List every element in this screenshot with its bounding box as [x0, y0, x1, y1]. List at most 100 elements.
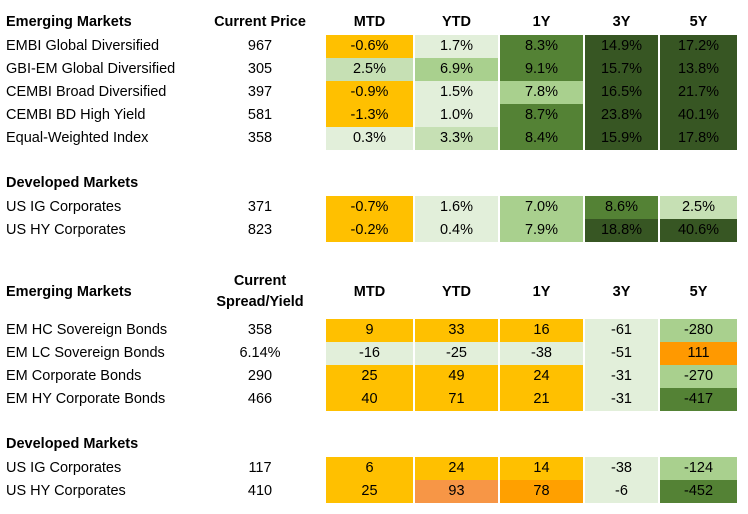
- col-header-mtd: MTD: [353, 14, 386, 30]
- table-row: EM HY Corporate Bonds 466 40 71 21 -31 -…: [0, 388, 748, 411]
- value-cell: 78: [500, 480, 583, 503]
- value-cell: 18.8%: [585, 219, 658, 242]
- value-cell: 111: [660, 342, 737, 365]
- value-cell: -124: [660, 457, 737, 480]
- table-row: GBI-EM Global Diversified 305 2.5% 6.9% …: [0, 58, 748, 81]
- col-header-mtd: MTD: [353, 284, 386, 300]
- value-cell: 71: [415, 388, 498, 411]
- price-base-header: Current Price: [214, 14, 306, 30]
- table-row: EM HC Sovereign Bonds 358 9 33 16 -61 -2…: [0, 319, 748, 342]
- section-label-row: Developed Markets: [0, 433, 748, 456]
- table-row: EM Corporate Bonds 290 25 49 24 -31 -270: [0, 365, 748, 388]
- row-name: EM LC Sovereign Bonds: [6, 345, 165, 361]
- row-name: CEMBI BD High Yield: [6, 107, 146, 123]
- value-cell: -6: [585, 480, 658, 503]
- value-cell: 23.8%: [585, 104, 658, 127]
- col-header-3y: 3Y: [612, 14, 631, 30]
- value-cell: 25: [326, 480, 413, 503]
- row-name: Equal-Weighted Index: [6, 130, 149, 146]
- value-cell: 3.3%: [415, 127, 498, 150]
- developed-markets-label: Developed Markets: [6, 436, 139, 452]
- value-cell: 49: [415, 365, 498, 388]
- value-cell: 1.7%: [415, 35, 498, 58]
- row-name: EM HC Sovereign Bonds: [6, 322, 168, 338]
- col-header-ytd: YTD: [442, 284, 471, 300]
- value-cell: 16.5%: [585, 81, 658, 104]
- row-base-value: 305: [247, 61, 273, 77]
- value-cell: 0.4%: [415, 219, 498, 242]
- spread-base-header-line2: Spread/Yield: [216, 294, 304, 310]
- value-cell: 40: [326, 388, 413, 411]
- price-table-header: Emerging Markets Current Price MTD YTD 1…: [0, 11, 748, 34]
- col-header-ytd: YTD: [442, 14, 471, 30]
- value-cell: 6: [326, 457, 413, 480]
- table-row: US HY Corporates 410 25 93 78 -6 -452: [0, 480, 748, 503]
- col-header-3y: 3Y: [612, 284, 631, 300]
- row-name: US HY Corporates: [6, 222, 126, 238]
- value-cell: -452: [660, 480, 737, 503]
- value-cell: 93: [415, 480, 498, 503]
- value-cell: -38: [585, 457, 658, 480]
- table-row: EMBI Global Diversified 967 -0.6% 1.7% 8…: [0, 35, 748, 58]
- value-cell: 2.5%: [326, 58, 413, 81]
- value-cell: -25: [415, 342, 498, 365]
- row-name: US IG Corporates: [6, 199, 122, 215]
- value-cell: 17.8%: [660, 127, 737, 150]
- value-cell: -51: [585, 342, 658, 365]
- row-name: CEMBI Broad Diversified: [6, 84, 167, 100]
- value-cell: 1.5%: [415, 81, 498, 104]
- value-cell: 24: [500, 365, 583, 388]
- table-row: US IG Corporates 371 -0.7% 1.6% 7.0% 8.6…: [0, 196, 748, 219]
- value-cell: -0.9%: [326, 81, 413, 104]
- value-cell: -280: [660, 319, 737, 342]
- col-header-1y: 1Y: [532, 284, 551, 300]
- col-header-5y: 5Y: [689, 14, 708, 30]
- row-base-value: 823: [247, 222, 273, 238]
- value-cell: 0.3%: [326, 127, 413, 150]
- value-cell: -31: [585, 365, 658, 388]
- value-cell: -0.7%: [326, 196, 413, 219]
- value-cell: 7.9%: [500, 219, 583, 242]
- value-cell: -61: [585, 319, 658, 342]
- row-name: EMBI Global Diversified: [6, 38, 160, 54]
- row-base-value: 410: [247, 483, 273, 499]
- value-cell: -16: [326, 342, 413, 365]
- row-name: EM Corporate Bonds: [6, 368, 142, 384]
- value-cell: 21: [500, 388, 583, 411]
- value-cell: 15.7%: [585, 58, 658, 81]
- table-row: CEMBI Broad Diversified 397 -0.9% 1.5% 7…: [0, 81, 748, 104]
- col-header-5y: 5Y: [689, 284, 708, 300]
- value-cell: 8.7%: [500, 104, 583, 127]
- spread-table-header: Emerging Markets Current Spread/Yield MT…: [0, 271, 748, 313]
- spread-base-header-line1: Current: [233, 273, 287, 289]
- row-base-value: 967: [247, 38, 273, 54]
- row-base-value: 397: [247, 84, 273, 100]
- value-cell: 9.1%: [500, 58, 583, 81]
- value-cell: 8.4%: [500, 127, 583, 150]
- row-base-value: 358: [247, 322, 273, 338]
- row-name: US HY Corporates: [6, 483, 126, 499]
- developed-markets-label: Developed Markets: [6, 175, 139, 191]
- value-cell: 2.5%: [660, 196, 737, 219]
- value-cell: 14: [500, 457, 583, 480]
- row-name: US IG Corporates: [6, 460, 122, 476]
- value-cell: 13.8%: [660, 58, 737, 81]
- table-row: EM LC Sovereign Bonds 6.14% -16 -25 -38 …: [0, 342, 748, 365]
- row-base-value: 358: [247, 130, 273, 146]
- value-cell: 17.2%: [660, 35, 737, 58]
- value-cell: 24: [415, 457, 498, 480]
- row-name: EM HY Corporate Bonds: [6, 391, 166, 407]
- row-base-value: 6.14%: [239, 345, 281, 361]
- price-group-header: Emerging Markets: [6, 14, 132, 30]
- value-cell: 40.1%: [660, 104, 737, 127]
- value-cell: -417: [660, 388, 737, 411]
- value-cell: -0.6%: [326, 35, 413, 58]
- value-cell: -0.2%: [326, 219, 413, 242]
- table-row: Equal-Weighted Index 358 0.3% 3.3% 8.4% …: [0, 127, 748, 150]
- row-name: GBI-EM Global Diversified: [6, 61, 176, 77]
- value-cell: -38: [500, 342, 583, 365]
- col-header-1y: 1Y: [532, 14, 551, 30]
- value-cell: 16: [500, 319, 583, 342]
- value-cell: 33: [415, 319, 498, 342]
